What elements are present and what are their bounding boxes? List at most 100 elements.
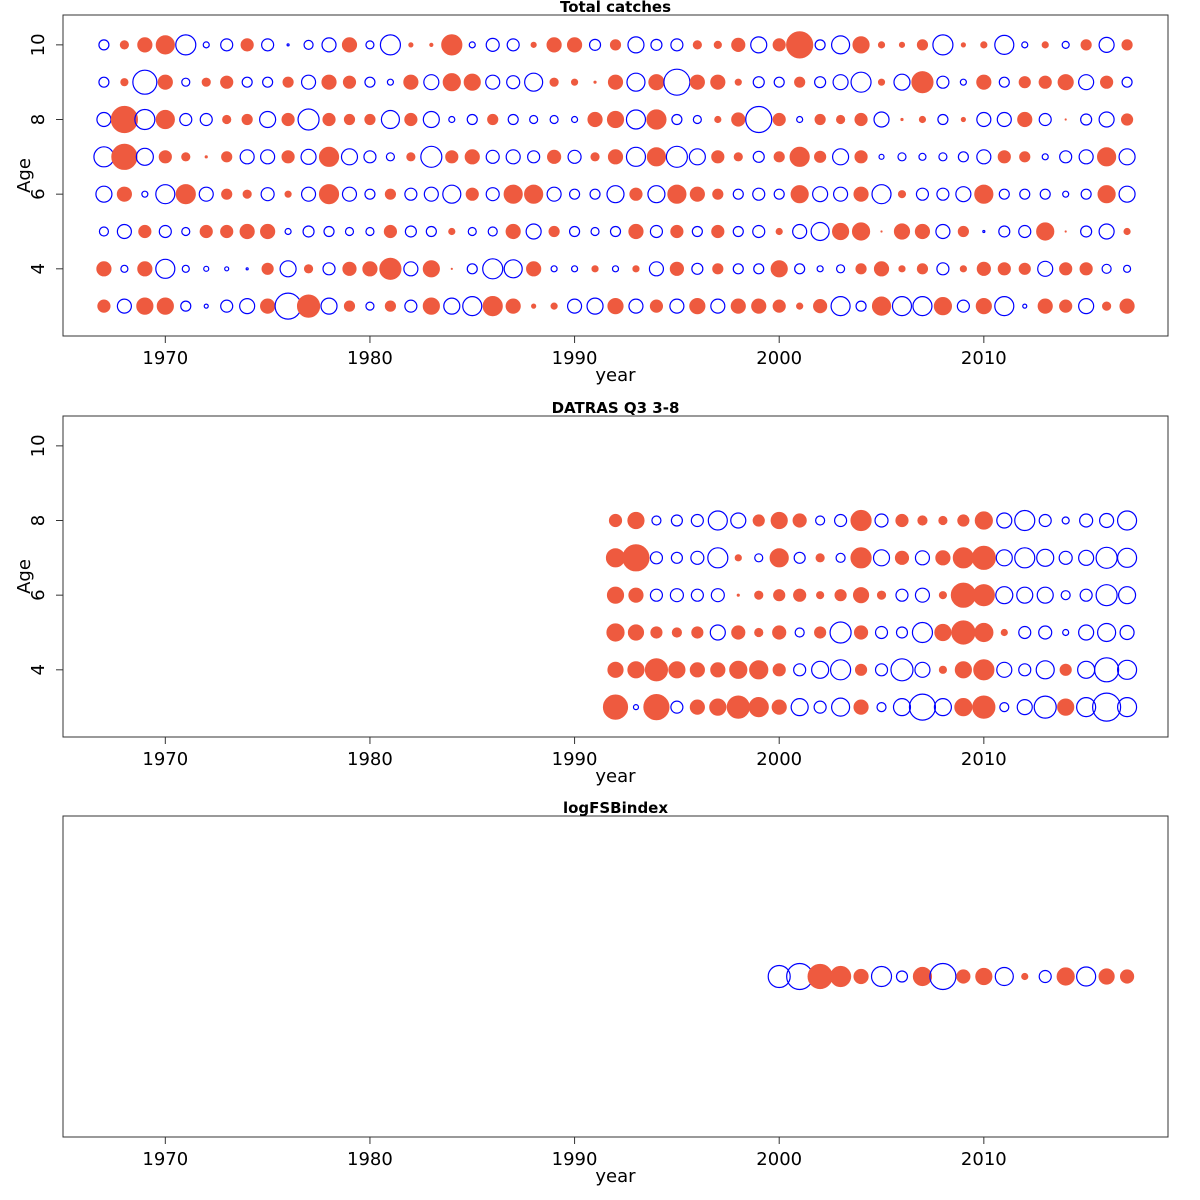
bubble — [383, 224, 398, 239]
bubble — [466, 263, 478, 275]
bubble — [1078, 624, 1095, 641]
bubble — [752, 150, 765, 163]
bubble — [898, 41, 906, 48]
bubble — [1057, 74, 1074, 91]
bubble — [816, 265, 824, 273]
y-tick-label: 8 — [28, 114, 49, 125]
bubble — [607, 74, 624, 90]
bubble — [1117, 586, 1137, 605]
bubble — [874, 625, 889, 640]
bubble — [1097, 147, 1117, 167]
bubble — [1061, 516, 1070, 525]
bubble — [93, 146, 115, 168]
bubble — [912, 296, 933, 317]
bubble — [98, 39, 110, 51]
bubble — [897, 190, 907, 199]
bubble — [222, 114, 232, 125]
bubble — [950, 582, 976, 608]
bubble — [95, 185, 113, 203]
bubble — [649, 299, 664, 313]
bubble — [752, 76, 765, 89]
bubble — [915, 187, 930, 201]
bubble — [938, 152, 948, 162]
bubble — [570, 115, 579, 124]
bubble — [829, 659, 852, 681]
bubble — [403, 261, 419, 277]
bubble — [1120, 113, 1134, 126]
bubble — [321, 74, 337, 90]
bubble — [241, 76, 253, 88]
bubble — [220, 38, 234, 52]
bubble — [852, 36, 870, 54]
bubble — [384, 300, 397, 312]
bubble — [732, 263, 744, 275]
bubble — [404, 112, 418, 127]
bubble — [1116, 510, 1138, 531]
bubble — [547, 149, 562, 164]
bubble — [750, 36, 768, 54]
bubble — [646, 147, 667, 167]
bubble — [690, 513, 704, 528]
bubble — [629, 187, 643, 201]
bubble — [772, 299, 786, 313]
bubble — [141, 190, 149, 198]
bubble — [816, 591, 825, 600]
bubble — [242, 189, 252, 199]
bubble — [650, 38, 663, 51]
bubble — [975, 298, 992, 315]
bubble — [626, 72, 646, 92]
bubble — [754, 627, 764, 638]
bubble — [895, 513, 909, 528]
bubble — [815, 553, 825, 563]
bubble — [670, 700, 684, 714]
bubble — [651, 515, 662, 526]
bubble — [342, 75, 357, 89]
bubble — [786, 31, 814, 59]
bubble — [300, 186, 317, 202]
bubble — [202, 41, 210, 49]
bubble — [181, 264, 190, 273]
bubble — [830, 697, 851, 717]
bubble — [506, 75, 521, 90]
bubble — [546, 186, 562, 202]
bubble — [1064, 230, 1067, 233]
bubble — [181, 226, 191, 237]
y-tick-label: 6 — [28, 589, 49, 600]
bubble — [855, 300, 867, 312]
bubble — [916, 263, 929, 275]
bubble — [711, 224, 725, 239]
bubble — [628, 587, 644, 603]
x-tick-label: 2010 — [961, 1149, 1007, 1170]
bubble — [1118, 185, 1136, 203]
bubble — [462, 296, 483, 317]
bubble — [364, 188, 376, 200]
bubble — [422, 260, 440, 278]
bubble — [221, 151, 233, 163]
bubble — [769, 548, 789, 568]
bubble — [155, 35, 175, 55]
bubble — [404, 299, 418, 313]
bubble — [938, 515, 948, 526]
bubble — [1076, 966, 1097, 987]
bubble — [386, 78, 395, 86]
bubble — [527, 150, 541, 164]
bubble — [851, 222, 871, 241]
bubble — [998, 225, 1011, 238]
bubble — [748, 697, 769, 718]
bubble — [342, 261, 357, 276]
bubble — [467, 226, 477, 237]
bubble — [972, 695, 996, 719]
bubble — [224, 266, 230, 272]
bubble — [487, 113, 499, 126]
x-tick-label: 1990 — [552, 749, 598, 770]
bubble — [607, 661, 624, 678]
bubble — [1018, 663, 1032, 677]
bubble — [814, 150, 827, 163]
bubble — [468, 41, 476, 49]
bubble — [1036, 586, 1054, 604]
bubble — [853, 968, 869, 985]
bubble — [893, 73, 911, 91]
bubble — [549, 114, 559, 125]
bubble — [587, 111, 603, 128]
